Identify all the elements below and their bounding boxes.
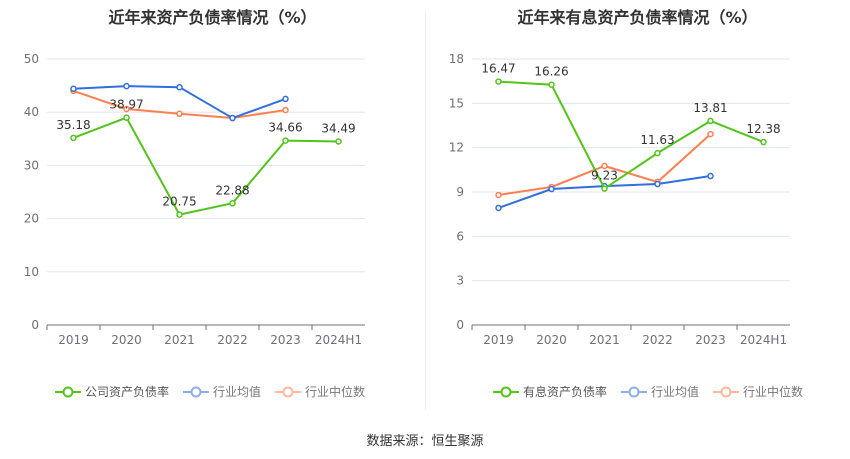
y-tick-label: 12 <box>449 141 464 155</box>
right-chart: 0 3 6 9 12 15 18 2019 2020 2021 2022 2023 2024H1 16.4… <box>449 52 790 347</box>
legend-item[interactable]: 行业中位数 <box>713 383 803 400</box>
legend-label: 行业均值 <box>651 385 700 399</box>
series-line <box>73 116 339 216</box>
y-tick-label: 18 <box>449 52 464 66</box>
left-chart-title: 近年来资产负债率情况（%） <box>108 8 317 27</box>
y-tick-label: 40 <box>24 105 39 119</box>
data-label: 22.88 <box>215 183 249 197</box>
x-tick-label: 2020 <box>536 333 567 347</box>
series-line <box>498 80 764 191</box>
y-tick-label: 3 <box>456 274 464 288</box>
data-label: 38.97 <box>109 98 143 112</box>
data-label: 34.49 <box>321 122 355 136</box>
data-point <box>548 81 555 88</box>
data-point <box>282 95 289 103</box>
data-label: 16.26 <box>534 65 568 79</box>
legend-line-icon <box>55 386 81 397</box>
data-label: 13.81 <box>693 101 727 115</box>
legend-line-icon <box>275 386 302 397</box>
data-point <box>282 137 289 144</box>
legend-item[interactable]: 行业均值 <box>621 383 699 400</box>
data-point <box>176 110 183 118</box>
data-point <box>70 85 77 93</box>
y-tick-label: 15 <box>449 96 464 110</box>
right-chart-title: 近年来有息资产负债率情况（%） <box>517 8 758 27</box>
x-tick-label: 2021 <box>589 333 620 347</box>
data-point <box>707 130 714 138</box>
data-point <box>229 200 236 207</box>
legend-line-icon <box>621 386 648 397</box>
data-point <box>335 138 342 145</box>
legend-line-icon <box>713 386 740 397</box>
data-point <box>548 185 555 193</box>
data-label: 9.23 <box>591 169 618 183</box>
legend-label: 行业中位数 <box>743 385 804 399</box>
data-point <box>601 162 608 170</box>
data-point <box>282 106 289 114</box>
data-point <box>495 204 502 212</box>
x-tick-label: 2021 <box>164 333 195 347</box>
legend-line-icon <box>493 386 519 397</box>
data-label: 11.63 <box>640 133 674 147</box>
y-tick-label: 30 <box>24 158 39 172</box>
x-tick-label: 2022 <box>642 333 673 347</box>
x-tick-label: 2024H1 <box>315 333 362 347</box>
x-tick-label: 2024H1 <box>740 333 787 347</box>
legend-line-icon <box>183 386 210 397</box>
data-point <box>760 138 767 146</box>
legend-item[interactable]: 行业均值 <box>183 383 261 400</box>
data-point <box>654 149 661 157</box>
data-point <box>495 78 502 85</box>
x-tick-label: 2020 <box>111 333 142 347</box>
legend-label: 公司资产负债率 <box>85 385 170 399</box>
y-tick-label: 10 <box>24 265 39 279</box>
y-tick-label: 6 <box>456 229 464 243</box>
x-tick-label: 2019 <box>483 333 514 347</box>
left-legend: 公司资产负债率 行业均值 行业中位数 <box>55 383 365 400</box>
data-point <box>707 172 714 180</box>
right-legend: 有息资产负债率 行业均值 行业中位数 <box>493 383 803 400</box>
x-tick-label: 2023 <box>695 333 726 347</box>
y-tick-label: 0 <box>456 318 464 332</box>
y-tick-label: 50 <box>24 52 39 66</box>
x-tick-label: 2022 <box>217 333 248 347</box>
data-label: 12.38 <box>746 122 780 136</box>
y-tick-label: 0 <box>31 318 39 332</box>
legend-label: 行业均值 <box>213 385 262 399</box>
data-label: 20.75 <box>162 195 196 209</box>
x-tick-label: 2023 <box>270 333 301 347</box>
data-point <box>229 114 236 122</box>
legend-label: 有息资产负债率 <box>523 385 608 399</box>
data-source: 数据来源：恒生聚源 <box>366 434 484 449</box>
data-point <box>123 114 130 121</box>
legend-label: 行业中位数 <box>305 385 366 399</box>
data-point <box>123 82 130 90</box>
left-chart: 0 10 20 30 40 50 2019 2020 2021 2022 2023 2024H1 35.… <box>24 52 365 347</box>
x-tick-label: 2019 <box>58 333 89 347</box>
data-point <box>654 180 661 188</box>
y-tick-label: 9 <box>456 185 464 199</box>
y-tick-label: 20 <box>24 212 39 226</box>
legend-item[interactable]: 行业中位数 <box>275 383 365 400</box>
data-label: 34.66 <box>268 121 302 135</box>
divider <box>425 10 426 410</box>
data-point <box>176 211 183 218</box>
data-point <box>123 105 130 113</box>
data-point <box>707 117 714 125</box>
data-label: 16.47 <box>481 62 515 76</box>
legend-item[interactable]: 有息资产负债率 <box>493 383 607 400</box>
data-point <box>495 191 502 199</box>
data-point <box>70 134 77 142</box>
data-point <box>176 83 183 91</box>
data-point <box>601 185 608 192</box>
data-label: 35.18 <box>56 118 90 132</box>
legend-item[interactable]: 公司资产负债率 <box>55 383 169 400</box>
